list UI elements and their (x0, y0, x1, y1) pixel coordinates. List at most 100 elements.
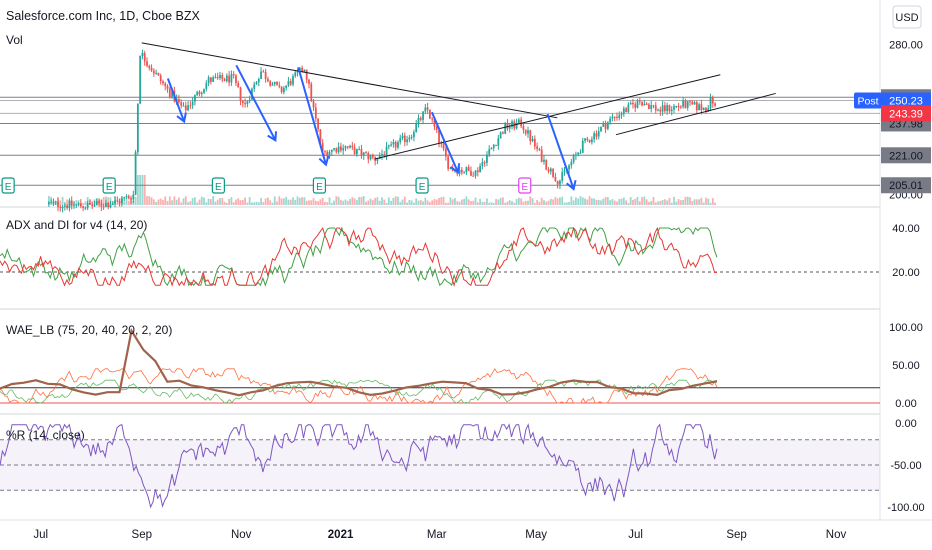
volume-bar (189, 201, 192, 205)
candle-body (700, 104, 703, 111)
volume-bar (575, 197, 577, 205)
volume-bar (228, 198, 231, 205)
post-badge[interactable] (854, 92, 882, 109)
candle-body (260, 71, 262, 79)
volume-bar (285, 196, 288, 205)
wr-axis-tick[interactable]: -100.00 (887, 502, 924, 514)
volume-bar (454, 198, 456, 205)
candle-body (433, 119, 436, 127)
volume-bar (483, 201, 486, 205)
reference-level-tag[interactable] (881, 147, 931, 164)
earnings-marker[interactable]: E (415, 177, 429, 194)
volume-bar (385, 202, 388, 205)
candle-body (182, 105, 185, 107)
time-axis-label[interactable]: 2021 (328, 529, 354, 541)
earnings-box[interactable] (1, 177, 15, 194)
volume-bar (568, 201, 570, 205)
candle-body (645, 103, 648, 105)
earnings-marker[interactable]: E (518, 177, 532, 194)
candle-body (472, 175, 475, 177)
volume-bar (63, 201, 66, 205)
candle-body (661, 105, 664, 112)
time-axis-label[interactable]: Mar (427, 529, 447, 541)
volume-bar (351, 197, 354, 205)
adx-axis-tick[interactable]: 40.00 (892, 223, 920, 235)
volume-bar (520, 198, 523, 205)
volume-bar (326, 202, 329, 205)
candle-body (317, 118, 320, 130)
wae-title[interactable]: WAE_LB (75, 20, 40, 20, 2, 20) (6, 323, 172, 337)
trendline[interactable] (615, 92, 776, 136)
price-axis[interactable]: 280.00200.00251.97237.98221.00205.01Post… (854, 40, 931, 514)
wae-axis-tick[interactable]: 50.00 (892, 360, 920, 372)
candle-body (255, 82, 258, 85)
earnings-marker[interactable]: E (312, 177, 327, 194)
blue-arrow-head[interactable] (176, 112, 187, 124)
volume-bar (269, 200, 272, 205)
close-price-tag[interactable] (881, 105, 931, 122)
volume-bar (365, 201, 367, 205)
earnings-marker[interactable]: E (211, 177, 225, 194)
last-price-label: 250.23 (889, 96, 923, 108)
wr-axis-tick[interactable]: -50.00 (890, 460, 921, 472)
volume-bar (666, 200, 669, 205)
candle-body (164, 83, 167, 87)
blue-arrow-head[interactable] (267, 131, 278, 142)
time-axis-label[interactable]: Sep (726, 529, 746, 541)
candle-body (693, 102, 696, 105)
earnings-marker[interactable]: E (1, 177, 15, 194)
price-axis-tick[interactable]: 280.00 (889, 40, 923, 52)
last-price-tag[interactable] (881, 92, 931, 109)
candle-body (178, 98, 180, 103)
earnings-marker[interactable]: E (102, 177, 116, 194)
wae-axis-tick[interactable]: 0.00 (895, 398, 916, 410)
blue-arrow-head[interactable] (566, 180, 577, 191)
adx-axis-tick[interactable]: 20.00 (892, 267, 920, 279)
earnings-box[interactable] (518, 177, 532, 194)
time-axis-label[interactable]: May (525, 529, 547, 541)
volume-bar (225, 202, 228, 205)
candle-body (333, 148, 335, 150)
blue-arrows[interactable] (166, 64, 577, 191)
candle-body (618, 115, 621, 118)
blue-arrow-head[interactable] (449, 163, 461, 174)
trendline[interactable] (141, 42, 558, 119)
time-axis-label[interactable]: Nov (826, 529, 847, 541)
time-axis-label[interactable]: Jul (33, 529, 48, 541)
candle-body (365, 152, 367, 154)
earnings-box[interactable] (211, 177, 225, 194)
time-axis-label[interactable]: Nov (231, 529, 252, 541)
earnings-box[interactable] (415, 177, 429, 194)
time-axis-label[interactable]: Jul (628, 529, 643, 541)
adx-title[interactable]: ADX and DI for v4 (14, 20) (6, 218, 147, 232)
symbol-title[interactable]: Salesforce.com Inc, 1D, Cboe BZX (6, 9, 200, 23)
earnings-box[interactable] (312, 177, 327, 194)
wae-axis-tick[interactable]: 100.00 (889, 322, 923, 334)
reference-level-tag[interactable] (881, 177, 931, 194)
blue-arrow-shaft[interactable] (430, 111, 459, 173)
candle-body (527, 130, 529, 134)
blue-arrow-shaft[interactable] (235, 64, 277, 141)
currency-button[interactable]: USD (892, 5, 922, 29)
wr-title[interactable]: %R (14, close) (6, 428, 85, 442)
time-axis[interactable]: Jul Sep Nov 2021 Mar May Jul Sep Nov (33, 529, 846, 541)
candle-body (148, 65, 151, 68)
blue-arrow-shaft[interactable] (546, 113, 575, 190)
volume-bar (424, 197, 427, 205)
volume-bar (511, 201, 513, 205)
blue-arrow-head[interactable] (318, 155, 330, 167)
candle-body (166, 86, 169, 89)
blue-arrow-shaft[interactable] (297, 66, 327, 165)
volume-bar (296, 196, 299, 205)
blue-arrow-shaft[interactable] (166, 78, 186, 122)
volume-bar (417, 200, 420, 205)
volume-bar (157, 199, 160, 205)
wr-axis-tick[interactable]: 0.00 (895, 418, 916, 430)
volume-bar (504, 202, 507, 205)
earnings-box[interactable] (102, 177, 116, 194)
volume-bar (84, 201, 87, 205)
time-axis-label[interactable]: Sep (132, 529, 152, 541)
candle-body (549, 168, 552, 172)
